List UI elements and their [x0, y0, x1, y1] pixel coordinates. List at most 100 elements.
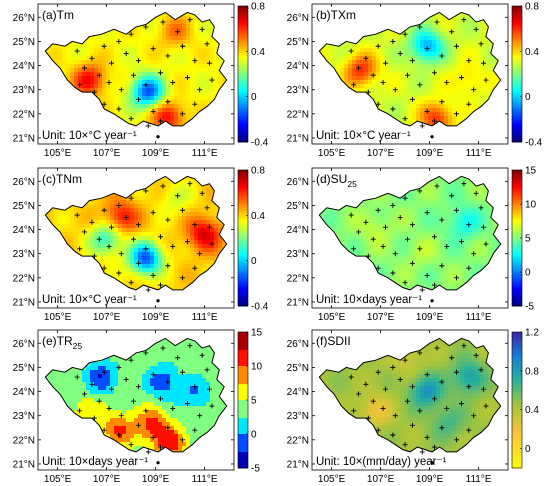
panel-label: (a)Tm [42, 8, 74, 22]
y-tick-label: 24°N [287, 387, 309, 398]
station-marker [461, 343, 467, 349]
station-marker [131, 398, 137, 404]
station-markers [348, 181, 489, 293]
station-marker [363, 219, 369, 225]
station-marker [143, 82, 149, 88]
station-marker [116, 106, 122, 112]
station-marker [483, 77, 489, 83]
station-marker [165, 425, 171, 431]
island-dot [430, 461, 434, 465]
region-outline [44, 337, 228, 453]
station-marker [466, 58, 472, 64]
station-marker [439, 99, 445, 105]
station-marker [454, 369, 460, 375]
station-marker [351, 82, 357, 88]
station-marker [375, 369, 381, 375]
region-outline [318, 11, 502, 127]
station-marker [375, 101, 381, 107]
station-marker [439, 53, 445, 59]
station-marker [409, 384, 415, 390]
station-marker [405, 398, 411, 404]
station-marker [160, 345, 166, 351]
station-marker [89, 55, 95, 61]
station-marker [101, 43, 107, 49]
station-marker [409, 260, 415, 266]
station-marker [439, 217, 445, 223]
panel-label: (c)TNm [42, 172, 82, 186]
station-marker [434, 183, 440, 189]
station-marker [402, 31, 408, 37]
station-marker [145, 287, 151, 293]
station-marker [424, 210, 430, 216]
station-marker [91, 253, 97, 259]
station-marker [417, 408, 423, 414]
station-marker [135, 222, 141, 228]
station-marker [128, 280, 134, 286]
station-marker [135, 58, 141, 64]
station-marker [118, 413, 124, 419]
station-marker [128, 357, 134, 363]
y-tick-label: 23°N [287, 249, 309, 260]
station-marker [402, 116, 408, 122]
station-marker [131, 72, 137, 78]
colorbar-tick-label: 1.2 [525, 328, 539, 339]
station-marker [150, 434, 156, 440]
station-marker [402, 442, 408, 448]
y-tick-label: 24°N [13, 225, 35, 236]
station-markers [348, 343, 489, 455]
station-marker [473, 352, 479, 358]
station-marker [116, 364, 122, 370]
colorbar-tick-label: -5 [525, 302, 534, 313]
station-marker [466, 384, 472, 390]
y-tick-label: 26°N [287, 13, 309, 24]
station-marker [143, 408, 149, 414]
station-marker [461, 17, 467, 23]
station-marker [209, 241, 215, 247]
station-marker [397, 214, 403, 220]
x-tick-label: 107°E [93, 148, 121, 159]
station-marker [478, 205, 484, 211]
station-marker [91, 89, 97, 95]
station-marker [209, 403, 215, 409]
axes-frame [311, 3, 509, 145]
station-marker [165, 53, 171, 59]
colorbar-tick-label: 0.8 [525, 366, 539, 377]
y-tick-label: 22°N [287, 435, 309, 446]
station-markers [74, 17, 215, 129]
station-marker [180, 111, 186, 117]
station-marker [409, 222, 415, 228]
station-marker [390, 270, 396, 276]
panel-e: 105°E 107°E 109°E 111°E 21°N 22°N 23°N 24°N 25°N… [13, 328, 263, 486]
station-marker [424, 108, 430, 114]
x-tick-label: 105°E [44, 148, 72, 159]
colorbar-tick-label: 10 [251, 362, 263, 373]
station-marker [380, 243, 386, 249]
station-marker [180, 369, 186, 375]
station-marker [466, 427, 472, 433]
colorbar: 0.8 0.4 0 -0.4 [237, 166, 269, 313]
y-tick-label: 24°N [287, 225, 309, 236]
y-tick-label: 25°N [287, 201, 309, 212]
region-outline [44, 11, 228, 127]
station-marker [348, 374, 354, 380]
colorbar: 15 10 5 0 -5 [511, 166, 537, 313]
station-marker [444, 405, 450, 411]
station-marker [175, 193, 181, 199]
station-marker [434, 345, 440, 351]
colorbar-tick-label: 0 [525, 92, 531, 103]
station-marker [466, 265, 472, 271]
station-marker [82, 229, 88, 235]
station-marker [348, 212, 354, 218]
station-marker [348, 48, 354, 54]
y-tick-label: 25°N [13, 37, 35, 48]
station-marker [101, 101, 107, 107]
colorbar: 0.8 0.4 0 -0.4 [511, 2, 543, 149]
y-tick-label: 24°N [287, 61, 309, 72]
station-marker [165, 99, 171, 105]
station-marker [351, 246, 357, 252]
station-marker [106, 243, 112, 249]
colorbar-tick-label: 15 [251, 328, 263, 339]
station-markers [74, 343, 215, 455]
x-tick-label: 105°E [44, 474, 72, 485]
station-marker [461, 181, 467, 187]
